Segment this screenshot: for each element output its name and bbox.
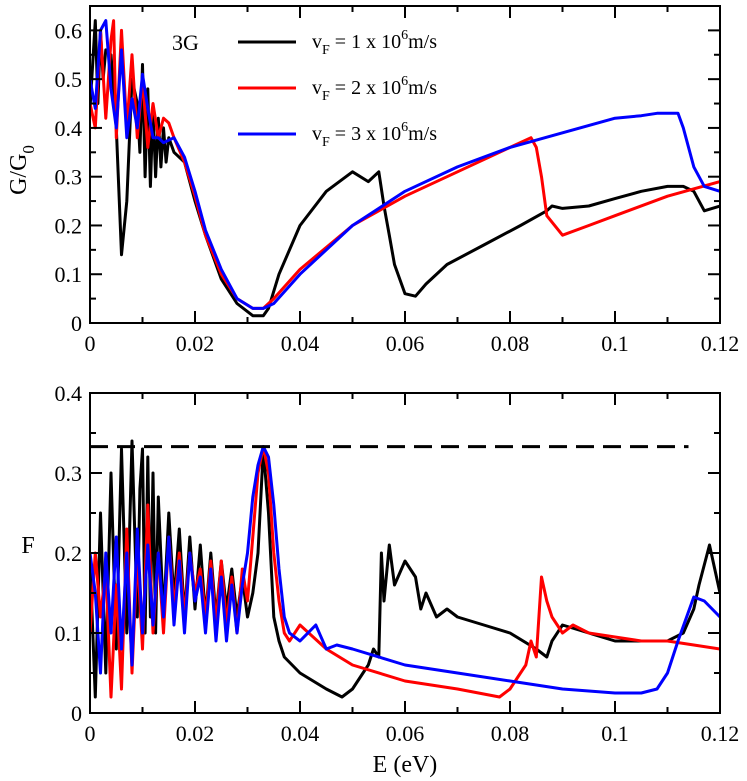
bottom-y-tick-label: 0 [71, 701, 82, 726]
top-x-tick-label: 0.04 [281, 331, 320, 356]
bottom-x-tick-label: 0.04 [281, 721, 320, 746]
top-series-line-3 [90, 19, 720, 310]
bottom-x-tick-label: 0.08 [491, 721, 530, 746]
bottom-y-tick-label: 0.1 [55, 621, 83, 646]
legend-label-2: vF = 2 x 106m/s [312, 74, 437, 104]
bottom-series-line-1 [90, 439, 720, 699]
bottom-x-tick-label: 0.12 [701, 721, 740, 746]
bottom-y-tick-label: 0.4 [55, 381, 83, 406]
bottom-x-tick-label: 0 [85, 721, 96, 746]
bottom-x-tick-label: 0.02 [176, 721, 215, 746]
top-x-tick-label: 0.08 [491, 331, 530, 356]
bottom-series-group [90, 439, 720, 699]
top-x-tick-label: 0 [85, 331, 96, 356]
top-y-tick-label: 0.1 [55, 262, 83, 287]
top-series-group [90, 19, 720, 318]
top-x-tick-label: 0.12 [701, 331, 740, 356]
top-y-tick-label: 0.5 [55, 67, 83, 92]
bottom-x-tick-label: 0.1 [601, 721, 629, 746]
panel-annotation: 3G [172, 30, 199, 55]
top-y-axis-label: G/G0 [6, 145, 38, 195]
top-y-axis-label-main: G/G [6, 154, 32, 195]
bottom-y-tick-label: 0.2 [55, 541, 83, 566]
legend-label-1: vF = 1 x 106m/s [312, 28, 437, 58]
bottom-x-axis-label: E (eV) [373, 752, 438, 778]
bottom-y-tick-label: 0.3 [55, 461, 83, 486]
top-y-tick-label: 0.4 [55, 116, 83, 141]
top-x-tick-label: 0.06 [386, 331, 425, 356]
top-y-tick-label: 0.3 [55, 165, 83, 190]
top-series-line-1 [90, 19, 720, 318]
top-y-axis-label-sub: 0 [19, 145, 38, 154]
top-y-tick-label: 0 [71, 311, 82, 336]
top-y-tick-label: 0.2 [55, 213, 83, 238]
bottom-series-line-3 [90, 445, 720, 695]
legend-label-3: vF = 3 x 106m/s [312, 120, 437, 150]
top-x-tick-label: 0.1 [601, 331, 629, 356]
top-panel: 0 0.02 0.04 0.06 0.08 0.1 0.12 0 0.1 0.2 0.3 0.4 0.5… [6, 5, 740, 356]
bottom-series-line-2 [90, 445, 720, 699]
top-ticks-group: 0 0.02 0.04 0.06 0.08 0.1 0.12 0 0.1 0.2 0.3 0.4 0.5… [55, 6, 740, 356]
legend: vF = 1 x 106m/s vF = 2 x 106m/s vF = 3 x 1… [238, 28, 437, 150]
bottom-ticks-group: 0 0.02 0.04 0.06 0.08 0.1 0.12 0 0.1 0.2 0.3 0.4 [55, 381, 740, 746]
top-x-tick-label: 0.02 [176, 331, 215, 356]
top-y-tick-label: 0.6 [55, 18, 83, 43]
bottom-x-tick-label: 0.06 [386, 721, 425, 746]
bottom-y-axis-label: F [21, 533, 34, 559]
top-series-line-2 [90, 19, 720, 310]
